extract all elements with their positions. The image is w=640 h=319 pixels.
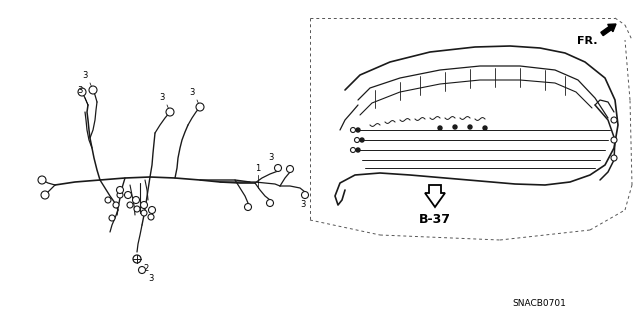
Circle shape [355,137,360,143]
Circle shape [117,192,123,198]
Circle shape [132,197,140,204]
Circle shape [356,128,360,132]
Circle shape [351,128,355,132]
Circle shape [141,202,147,209]
Circle shape [138,266,145,273]
Circle shape [351,147,355,152]
Circle shape [468,125,472,129]
Circle shape [287,166,294,173]
Circle shape [127,202,133,208]
Circle shape [141,210,147,216]
Circle shape [148,206,156,213]
Circle shape [78,88,86,96]
Circle shape [105,197,111,203]
Circle shape [611,155,617,161]
Circle shape [244,204,252,211]
Circle shape [196,103,204,111]
Circle shape [134,206,140,212]
Circle shape [301,191,308,198]
Circle shape [133,255,141,263]
Circle shape [275,165,282,172]
FancyArrow shape [601,24,616,36]
Circle shape [148,214,154,220]
Circle shape [166,108,174,116]
Circle shape [113,202,119,208]
Circle shape [109,215,115,221]
Text: 3: 3 [300,200,305,209]
Circle shape [125,191,131,198]
Circle shape [483,126,487,130]
Text: 1: 1 [255,164,260,173]
Text: SNACB0701: SNACB0701 [512,299,566,308]
Circle shape [356,148,360,152]
Circle shape [38,176,46,184]
Text: B-37: B-37 [419,213,451,226]
Polygon shape [425,185,445,207]
Text: FR.: FR. [577,36,598,46]
Circle shape [266,199,273,206]
Circle shape [89,86,97,94]
Circle shape [611,117,617,123]
Circle shape [41,191,49,199]
Circle shape [438,126,442,130]
Circle shape [611,137,617,143]
Circle shape [116,187,124,194]
Text: 3: 3 [159,93,164,102]
Circle shape [453,125,457,129]
Text: 2: 2 [143,264,148,273]
Text: 3: 3 [83,71,88,80]
Circle shape [360,138,364,142]
Text: 3: 3 [77,86,83,95]
Text: 3: 3 [148,274,154,283]
Text: 3: 3 [189,88,195,97]
Text: 3: 3 [268,153,273,162]
